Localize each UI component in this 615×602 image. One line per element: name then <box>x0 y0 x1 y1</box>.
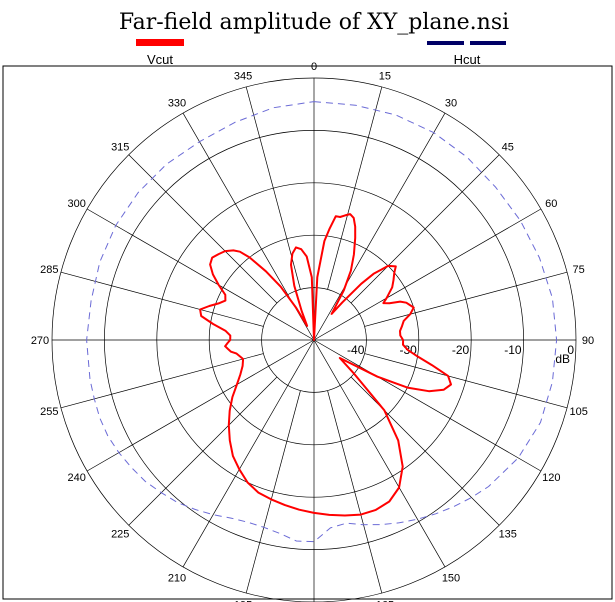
ring-label-3: -10 <box>504 343 522 357</box>
grid-spoke <box>339 385 446 568</box>
angle-label-15: 15 <box>379 70 391 82</box>
angle-labels: 0153045607590105120135150165180195210225… <box>31 61 594 602</box>
ring-label-2: -20 <box>452 343 470 357</box>
angle-label-90: 90 <box>582 335 594 347</box>
grid-spoke <box>128 154 278 304</box>
grid-spoke <box>350 376 500 526</box>
angle-label-30: 30 <box>445 98 457 110</box>
legend-label-vcut: Vcut <box>147 52 173 67</box>
grid-spoke <box>60 271 264 327</box>
angle-label-60: 60 <box>545 198 557 210</box>
grid-spoke <box>350 154 500 304</box>
grid-spoke <box>128 376 278 526</box>
angle-label-270: 270 <box>31 335 49 347</box>
grid-inner-spoke <box>313 339 341 386</box>
angle-label-150: 150 <box>442 572 460 584</box>
legend-label-hcut: Hcut <box>454 52 481 67</box>
angle-label-45: 45 <box>502 141 514 153</box>
grid-inner-spoke <box>268 313 315 341</box>
angle-label-0: 0 <box>311 61 317 73</box>
grid-spoke <box>86 365 269 472</box>
angle-label-285: 285 <box>40 264 58 276</box>
series-layer <box>86 101 558 543</box>
angle-label-135: 135 <box>499 529 517 541</box>
angle-label-210: 210 <box>168 572 186 584</box>
ring-label-0: -40 <box>347 343 365 357</box>
grid-inner-spoke <box>287 339 315 386</box>
angle-label-105: 105 <box>569 406 587 418</box>
series-hcut <box>86 101 558 543</box>
angle-label-315: 315 <box>111 141 129 153</box>
ring-label-4: 0 <box>567 343 574 357</box>
grid-inner-spoke <box>313 294 341 341</box>
angle-label-75: 75 <box>573 264 585 276</box>
angle-label-300: 300 <box>68 198 86 210</box>
grid-spoke <box>327 390 383 594</box>
grid-inner-spoke <box>313 313 360 341</box>
grid-spoke <box>359 365 542 472</box>
grid-spoke <box>364 353 568 409</box>
grid-spoke <box>339 112 446 295</box>
angle-label-225: 225 <box>111 529 129 541</box>
plot-frame <box>2 65 613 600</box>
grid-spoke <box>327 86 383 290</box>
angle-label-195: 195 <box>234 600 252 602</box>
series-vcut <box>199 213 452 517</box>
grid-inner-spoke <box>313 339 360 367</box>
angle-label-240: 240 <box>68 472 86 484</box>
angle-label-120: 120 <box>542 472 560 484</box>
grid-spoke <box>60 353 264 409</box>
polar-grid <box>51 77 577 602</box>
ring-labels: -40 -30 -20 -10 0dB <box>347 343 574 366</box>
grid-spoke <box>245 390 301 594</box>
grid-inner-spoke <box>268 339 315 367</box>
radial-unit-label: dB <box>555 352 570 366</box>
chart-title: Far-field amplitude of XY_plane.nsi <box>119 10 509 35</box>
grid-spoke <box>86 208 269 315</box>
grid-spoke <box>364 271 568 327</box>
grid-spoke <box>359 208 542 315</box>
angle-label-345: 345 <box>234 70 252 82</box>
angle-label-255: 255 <box>40 406 58 418</box>
grid-spoke <box>182 385 289 568</box>
angle-label-165: 165 <box>376 600 394 602</box>
legend-swatch-vcut <box>136 39 184 46</box>
angle-label-330: 330 <box>168 98 186 110</box>
grid-spoke <box>182 112 289 295</box>
